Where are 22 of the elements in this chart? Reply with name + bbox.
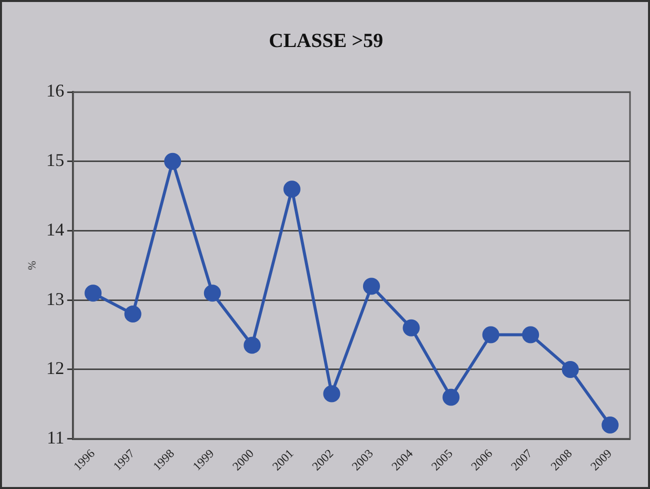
y-tick-label: 13	[46, 288, 64, 309]
point	[164, 152, 182, 170]
point	[602, 416, 619, 434]
y-axis-title: %	[26, 260, 38, 270]
chart-title: CLASSE >59	[268, 30, 384, 52]
point	[244, 336, 261, 354]
y-tick-label: 14	[46, 219, 64, 240]
point	[283, 180, 300, 198]
y-tick-label: 15	[46, 150, 64, 170]
point	[204, 284, 221, 302]
point	[84, 284, 102, 302]
point	[402, 319, 420, 336]
point	[482, 326, 500, 344]
point	[522, 326, 540, 344]
point	[323, 385, 340, 402]
point	[562, 360, 579, 378]
point	[124, 305, 142, 322]
y-tick-label: 12	[46, 358, 64, 378]
y-tick-label: 11	[46, 428, 64, 448]
point	[442, 388, 460, 406]
point	[362, 278, 380, 295]
y-tick-label: 16	[46, 80, 64, 101]
